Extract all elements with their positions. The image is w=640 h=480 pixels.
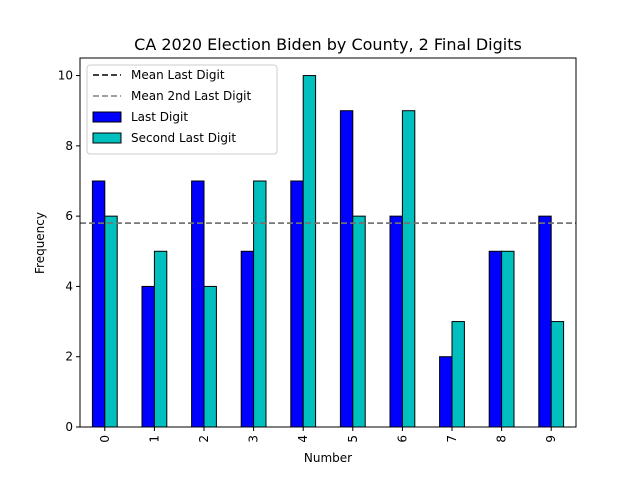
bar-second-last-digit-9 <box>550 321 565 428</box>
x-axis: 0 1 2 3 4 5 6 7 8 9 <box>98 427 558 443</box>
bar-last-digit-6 <box>389 215 403 428</box>
bar-last-digit-0 <box>91 180 106 428</box>
plot-frame <box>79 57 577 428</box>
legend-swatch <box>92 132 122 144</box>
legend-swatch <box>92 111 122 123</box>
y-tick-label: 2 <box>65 350 73 364</box>
bar-second-last-digit-8 <box>501 250 515 428</box>
bar-second-last-digit-6 <box>401 110 416 428</box>
bar-last-digit-8 <box>488 250 503 428</box>
y-tick-label: 10 <box>58 69 73 83</box>
legend-box <box>86 64 278 155</box>
x-tick-label: 7 <box>445 435 459 443</box>
bar-second-last-digit-1 <box>153 250 168 428</box>
chart-title: CA 2020 Election Biden by County, 2 Fina… <box>134 35 522 54</box>
legend-label: Last Digit <box>131 110 188 124</box>
bar-second-last-digit-3 <box>253 180 267 428</box>
legend-label: Mean 2nd Last Digit <box>131 89 252 103</box>
legend-label: Second Last Digit <box>131 131 236 145</box>
bar-last-digit-4 <box>290 180 304 428</box>
bar-last-digit-1 <box>141 285 155 428</box>
x-tick-label: 5 <box>346 435 360 443</box>
y-tick-label: 6 <box>65 209 73 223</box>
x-tick-label: 2 <box>197 435 211 443</box>
bar-second-last-digit-4 <box>302 75 317 428</box>
bar-second-last-digit-5 <box>352 215 366 428</box>
y-tick-label: 0 <box>65 420 73 434</box>
x-tick-label: 3 <box>247 435 261 443</box>
y-axis: 0 2 4 6 8 10 <box>58 69 80 434</box>
bar-last-digit-2 <box>191 180 205 428</box>
bar-last-digit-5 <box>339 110 354 428</box>
bars-group <box>91 75 565 428</box>
bar-second-last-digit-0 <box>104 215 118 428</box>
x-tick-label: 4 <box>296 435 310 443</box>
legend: Mean Last Digit Mean 2nd Last Digit Last D… <box>86 64 278 155</box>
x-axis-label: Number <box>304 451 352 465</box>
x-tick-label: 9 <box>544 435 558 443</box>
x-tick-label: 6 <box>395 435 409 443</box>
y-tick-label: 8 <box>65 139 73 153</box>
bar-last-digit-3 <box>240 250 255 428</box>
y-tick-label: 4 <box>65 279 73 293</box>
bar-last-digit-9 <box>538 215 552 428</box>
legend-label: Mean Last Digit <box>131 68 225 82</box>
bar-last-digit-7 <box>439 356 453 428</box>
bar-second-last-digit-7 <box>451 321 465 428</box>
bar-second-last-digit-2 <box>203 285 217 428</box>
x-tick-label: 8 <box>495 435 509 443</box>
x-tick-label: 1 <box>147 435 161 443</box>
y-axis-label: Frequency <box>33 212 47 274</box>
x-tick-label: 0 <box>98 435 112 443</box>
